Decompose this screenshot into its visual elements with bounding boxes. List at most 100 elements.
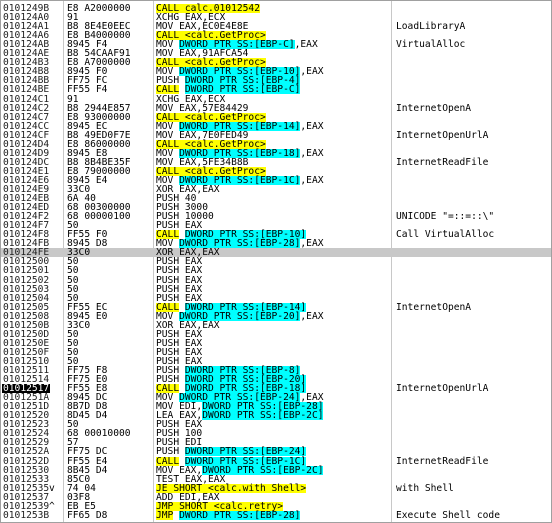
code-row: 010124F7 50 PUSH EAX — [1, 220, 551, 232]
instruction: MOV EAX,5FE34B8B — [156, 156, 249, 168]
instruction: LEA EAX,DWORD PTR SS:[EBP-2C] — [156, 410, 324, 422]
address: 010124A1 — [3, 21, 50, 33]
code-row: 01012517 FF55 E8 CALL DWORD PTR SS:[EBP-18… — [1, 384, 551, 393]
address: 010124CF — [3, 129, 50, 141]
hex-bytes: FF75 DC — [67, 446, 108, 458]
address: 010124A6 — [3, 30, 50, 42]
address: 010124F2 — [3, 211, 50, 223]
address: 010124C7 — [3, 111, 50, 123]
hex-bytes: B8 49ED0F7E — [67, 129, 131, 141]
highlight — [156, 166, 266, 176]
address: 01012503 — [3, 283, 50, 295]
disassembly: PUSH EAX — [156, 339, 202, 349]
disassembly: MOV EAX,91AFCA54 — [156, 49, 248, 59]
disassembly: MOV DWORD PTR SS:[EBP-10],EAX — [156, 67, 324, 77]
column-separator — [391, 1, 392, 522]
code-row: 0101251A 8945 DC MOV DWORD PTR SS:[EBP-24]… — [1, 392, 551, 404]
jump-marker: v — [49, 482, 55, 494]
instruction: XOR EAX,EAX — [156, 184, 220, 195]
instruction: MOV EDI,DWORD PTR SS:[EBP-28] — [156, 401, 324, 413]
disassembly: CALL DWORD PTR SS:[EBP-10] — [156, 230, 306, 240]
address: 01012508 — [3, 310, 50, 322]
disassembly: MOV EDI,DWORD PTR SS:[EBP-28] — [156, 401, 324, 413]
code-row: 010124A6 E8 B4000000 CALL <calc.GetProc> — [1, 30, 551, 42]
address: 010124FE — [3, 247, 50, 259]
instruction: PUSH DWORD PTR SS:[EBP-24] — [156, 446, 307, 458]
instruction: MOV EAX,7E0FED49 — [156, 129, 249, 141]
highlight — [202, 402, 324, 412]
address: 0101250D — [3, 328, 50, 340]
address: 0101250F — [3, 346, 50, 358]
instruction: XOR EAX,EAX — [156, 319, 220, 331]
comment: InternetReadFile — [396, 156, 489, 168]
instruction: PUSH EAX — [156, 283, 203, 295]
disassembly: CALL <calc.GetProc> — [156, 112, 266, 122]
code-row: 0101250F 50 PUSH EAX — [1, 346, 551, 358]
code-row: 0101250B 33C0 XOR EAX,EAX — [1, 319, 551, 331]
hex-bytes: B8 54CAAF91 — [67, 48, 131, 60]
hex-bytes: 03F8 — [67, 491, 91, 503]
hex-bytes: 8945 DC — [67, 392, 108, 404]
code-row: 010124D4 E8 86000000 CALL <calc.GetProc> — [1, 138, 551, 150]
address: 010124C1 — [3, 93, 50, 105]
address: 010124E6 — [3, 174, 50, 186]
instruction: ADD EDI,EAX — [156, 491, 220, 503]
code-row: 010124C1 91 XCHG EAX,ECX — [1, 93, 551, 105]
code-row: 010124DC B8 8B4BE35F MOV EAX,5FE34B8B Inter… — [1, 156, 551, 168]
hex-bytes: 50 — [67, 355, 79, 367]
disassembly: LEA EAX,DWORD PTR SS:[EBP-2C] — [156, 410, 324, 422]
code-row: 010124F2 68 00000100 PUSH 10000 UNICODE "=:… — [1, 211, 551, 223]
code-row: 010124AB 8945 F4 MOV DWORD PTR SS:[EBP-C],… — [1, 40, 551, 50]
instruction: PUSH EAX — [156, 346, 203, 358]
code-row: 01012500 50 PUSH EAX — [1, 257, 551, 267]
disassembly: CALL DWORD PTR SS:[EBP-14] — [156, 302, 306, 312]
hex-bytes: 33C0 — [67, 247, 91, 259]
address: 010124BE — [3, 84, 50, 96]
instruction: PUSH 10000 — [156, 211, 214, 223]
code-row: 0101253B FF65 D8 JMP DWORD PTR SS:[EBP-28]… — [1, 510, 551, 520]
disassembly: MOV EAX,EC0E4E8E — [156, 22, 248, 32]
hex-bytes: E8 79000000 — [67, 165, 131, 177]
instruction: CALL calc.01012542 — [156, 3, 260, 14]
address: 01012529 — [3, 437, 50, 449]
instruction: PUSH EAX — [156, 292, 203, 304]
address: 01012517 — [2, 383, 51, 395]
disassembly: XCHG EAX,ECX — [156, 94, 225, 104]
code-row: 010124E6 8945 E4 MOV DWORD PTR SS:[EBP-1C]… — [1, 174, 551, 186]
code-row: 0101251D 8B7D D8 MOV EDI,DWORD PTR SS:[EBP… — [1, 401, 551, 413]
disassembly: PUSH DWORD PTR SS:[EBP-24] — [156, 446, 307, 458]
hex-bytes: 91 — [67, 12, 79, 24]
disassembly: MOV EAX,DWORD PTR SS:[EBP-2C] — [156, 464, 324, 476]
code-row: 0101252D FF55 E4 CALL DWORD PTR SS:[EBP-1C… — [1, 456, 551, 466]
disassembly: PUSH DWORD PTR SS:[EBP-20] — [156, 374, 307, 386]
code-row: 01012514 FF75 E0 PUSH DWORD PTR SS:[EBP-20… — [1, 374, 551, 386]
instruction: PUSH DWORD PTR SS:[EBP-20] — [156, 374, 307, 386]
highlight — [179, 510, 301, 520]
instruction: PUSH DWORD PTR SS:[EBP-4] — [156, 75, 301, 87]
hex-bytes: 50 — [67, 346, 79, 358]
address: 0101251D — [3, 401, 50, 413]
address: 01012511 — [3, 365, 50, 376]
code-row: 010124B3 E8 A7000000 CALL <calc.GetProc> — [1, 57, 551, 69]
hex-bytes: 6A 40 — [67, 193, 96, 205]
hex-bytes: FF75 FC — [67, 75, 108, 87]
disassembly: CALL calc.01012542 — [156, 4, 260, 13]
instruction: CALL <calc.GetProc> — [156, 57, 266, 69]
highlight — [156, 456, 180, 466]
address: 010124A0 — [3, 12, 50, 24]
code-row: 01012505 FF55 EC CALL DWORD PTR SS:[EBP-14… — [1, 302, 551, 312]
comment: InternetOpenUrlA — [396, 383, 489, 395]
address: 01012501 — [3, 265, 50, 277]
instruction: PUSH EAX — [156, 220, 203, 232]
instruction: MOV EAX,DWORD PTR SS:[EBP-2C] — [156, 464, 324, 476]
disassembly: MOV DWORD PTR SS:[EBP-1C],EAX — [156, 176, 324, 186]
hex-bytes: E8 86000000 — [67, 138, 131, 150]
code-row: 0101252A FF75 DC PUSH DWORD PTR SS:[EBP-24… — [1, 446, 551, 458]
highlight — [179, 311, 301, 321]
instruction: PUSH EAX — [156, 355, 203, 367]
hex-bytes: E8 A2000000 — [67, 3, 131, 14]
code-row: 01012503 50 PUSH EAX — [1, 283, 551, 295]
comment: UNICODE "=::=::\" — [396, 211, 495, 223]
hex-bytes: B8 8E4E0EEC — [67, 21, 131, 33]
